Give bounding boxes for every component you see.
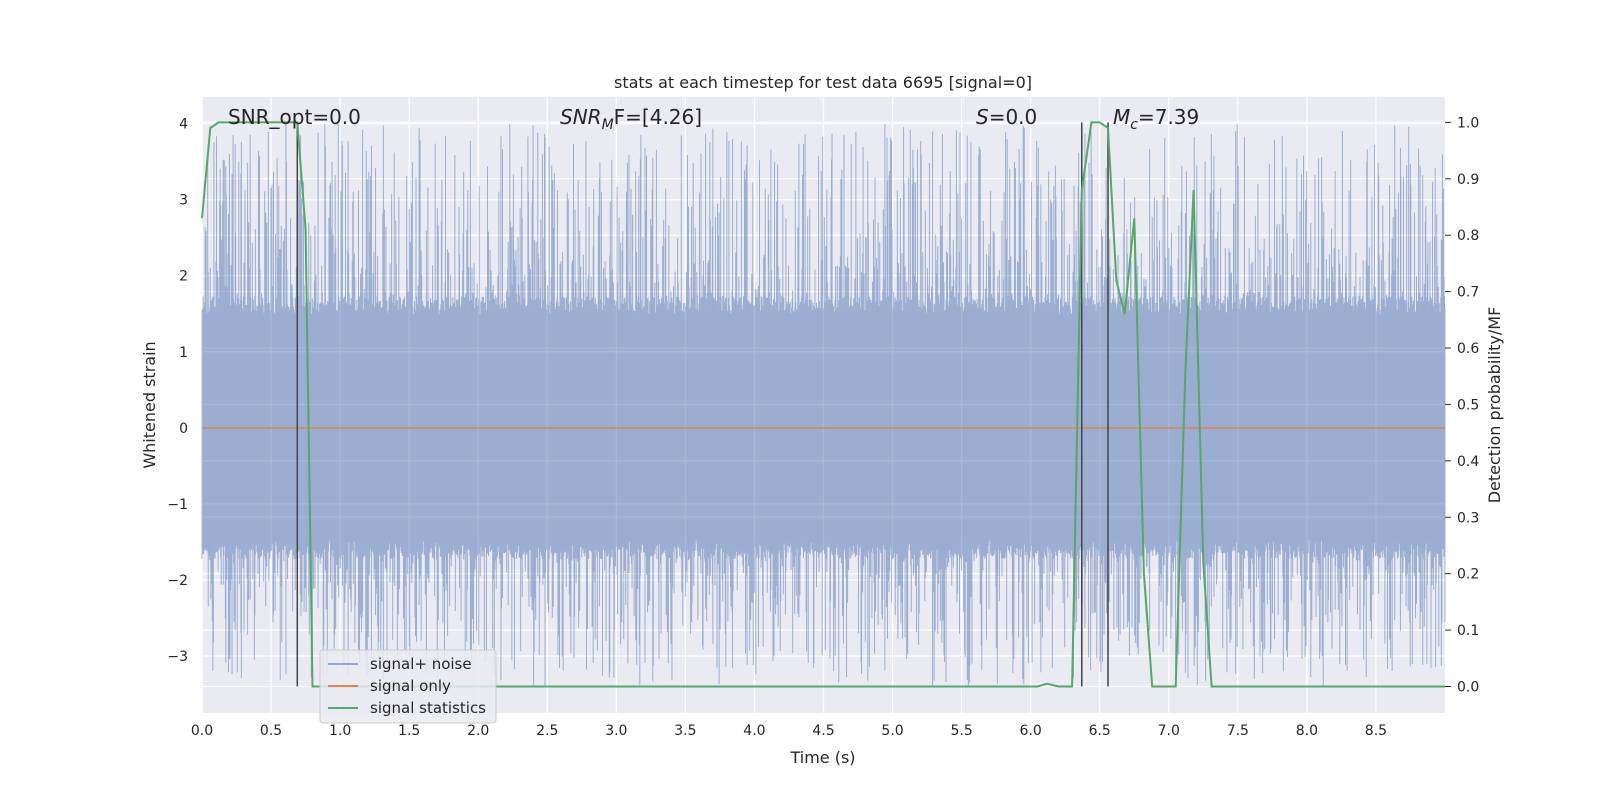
legend-label-noise: signal+ noise bbox=[370, 655, 472, 673]
x-tick-label: 7.5 bbox=[1227, 723, 1249, 739]
y2-tick-label: 0.1 bbox=[1457, 623, 1479, 639]
y2-tick-label: 0.8 bbox=[1457, 228, 1479, 244]
annotation-snr-mf: SNRMF=[4.26] bbox=[560, 105, 702, 133]
y-tick-label: 1 bbox=[179, 345, 188, 361]
y-tick-label: −1 bbox=[167, 497, 188, 513]
y2-tick-label: 0.2 bbox=[1457, 567, 1479, 583]
annotation-snr-opt: SNR_opt=0.0 bbox=[228, 105, 361, 129]
y2-tick-label: 1.0 bbox=[1457, 115, 1479, 131]
y2-tick-label: 0.9 bbox=[1457, 172, 1479, 188]
x-tick-label: 1.5 bbox=[398, 723, 420, 739]
x-tick-label: 3.5 bbox=[674, 723, 696, 739]
x-tick-label: 6.0 bbox=[1020, 723, 1042, 739]
y2-axis-ticks: 0.0 0.1 0.2 0.3 0.4 0.5 0.6 0.7 0.8 0.9 1.0 bbox=[1445, 115, 1479, 695]
x-tick-label: 2.0 bbox=[467, 723, 489, 739]
y2-tick-label: 0.6 bbox=[1457, 341, 1479, 357]
x-tick-label: 5.0 bbox=[881, 723, 903, 739]
x-tick-label: 0.0 bbox=[191, 723, 213, 739]
annotation-mc: Mc=7.39 bbox=[1113, 105, 1199, 133]
x-tick-label: 6.5 bbox=[1089, 723, 1111, 739]
series-signal-statistics bbox=[201, 121, 1445, 688]
x-axis-label: Time (s) bbox=[789, 748, 855, 767]
x-tick-label: 2.5 bbox=[536, 723, 558, 739]
x-tick-label: 8.0 bbox=[1296, 723, 1318, 739]
x-tick-label: 7.0 bbox=[1158, 723, 1180, 739]
legend-label-signal: signal only bbox=[370, 677, 451, 695]
x-tick-label: 1.0 bbox=[329, 723, 351, 739]
y-tick-label: 4 bbox=[179, 117, 188, 133]
x-tick-label: 0.5 bbox=[260, 723, 282, 739]
y-axis-ticks: −3 −2 −1 0 1 2 3 4 bbox=[167, 117, 188, 665]
legend-box bbox=[319, 649, 497, 724]
y-tick-label: −3 bbox=[167, 649, 188, 665]
y2-tick-label: 0.5 bbox=[1457, 397, 1479, 413]
y-tick-label: 2 bbox=[179, 269, 188, 285]
x-tick-label: 8.5 bbox=[1365, 723, 1387, 739]
signal-noise-trace bbox=[201, 123, 1446, 686]
y2-tick-label: 0.4 bbox=[1457, 454, 1479, 470]
y-tick-label: 3 bbox=[179, 193, 188, 209]
x-tick-label: 5.5 bbox=[950, 723, 972, 739]
x-tick-label: 4.5 bbox=[812, 723, 834, 739]
signal-statistics-line bbox=[201, 121, 1445, 688]
y-axis-label: Whitened strain bbox=[140, 341, 159, 468]
y2-tick-label: 0.3 bbox=[1457, 510, 1479, 526]
x-tick-label: 4.0 bbox=[743, 723, 765, 739]
y-tick-label: 0 bbox=[179, 421, 188, 437]
chart-title: stats at each timestep for test data 669… bbox=[614, 73, 1032, 92]
legend: signal+ noise signal only signal statist… bbox=[319, 649, 497, 724]
y2-tick-label: 0.0 bbox=[1457, 679, 1479, 695]
series-signal-noise bbox=[201, 123, 1446, 686]
annotation-s: S=0.0 bbox=[976, 105, 1037, 129]
x-axis-ticks: 0.0 0.5 1.0 1.5 2.0 2.5 3.0 3.5 4.0 4.5 5.0 5.5 6.0 6… bbox=[191, 723, 1387, 739]
y2-tick-label: 0.7 bbox=[1457, 285, 1479, 301]
x-tick-label: 3.0 bbox=[605, 723, 627, 739]
legend-label-stats: signal statistics bbox=[370, 699, 486, 717]
y-tick-label: −2 bbox=[167, 573, 188, 589]
y2-axis-label: Detection probability/MF bbox=[1485, 307, 1504, 504]
